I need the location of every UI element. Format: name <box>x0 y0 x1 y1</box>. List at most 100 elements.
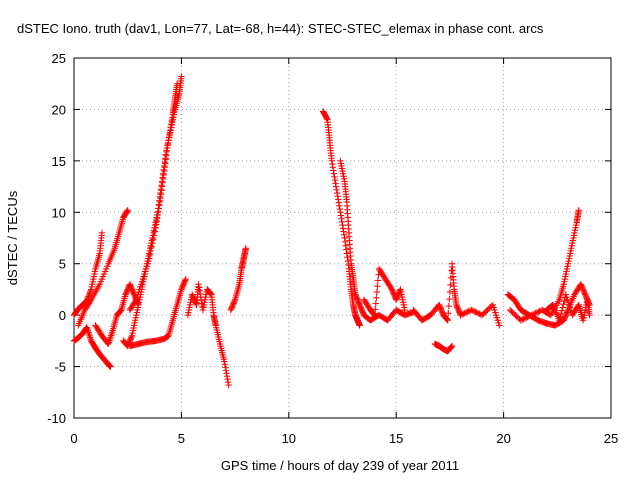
data-point <box>224 378 232 386</box>
data-point <box>162 160 169 167</box>
x-tick-label: 10 <box>282 431 296 446</box>
data-point <box>339 225 347 232</box>
data-point <box>373 294 380 301</box>
data-point <box>457 311 464 319</box>
data-point <box>157 194 164 202</box>
data-series <box>431 340 456 355</box>
data-point <box>556 317 563 324</box>
data-point <box>132 297 139 305</box>
data-point <box>532 310 539 317</box>
data-point <box>332 183 340 190</box>
data-point <box>473 309 480 316</box>
data-point <box>166 130 173 138</box>
data-point <box>158 183 166 190</box>
data-point <box>195 284 203 291</box>
data-point <box>167 124 174 131</box>
data-point <box>123 207 131 215</box>
y-tick-label: 15 <box>52 154 66 169</box>
data-point <box>344 257 352 265</box>
data-point <box>338 215 345 222</box>
data-point <box>535 308 542 316</box>
data-point <box>337 212 345 219</box>
x-tick-label: 25 <box>604 431 618 446</box>
data-point <box>178 73 185 80</box>
data-point <box>108 329 116 336</box>
data-series <box>75 207 131 329</box>
data-point <box>207 290 214 297</box>
data-point <box>148 243 155 251</box>
data-point <box>518 316 526 323</box>
data-series <box>543 291 593 324</box>
data-point <box>150 232 158 239</box>
data-point <box>107 363 114 370</box>
data-point <box>145 255 153 262</box>
data-point <box>524 313 531 321</box>
data-point <box>333 186 340 193</box>
y-tick-label: 25 <box>52 51 66 66</box>
data-point <box>370 311 378 318</box>
data-point <box>162 156 170 163</box>
data-point <box>198 297 205 304</box>
data-point <box>155 205 163 212</box>
data-point <box>517 317 524 324</box>
data-point <box>152 224 159 231</box>
data-point <box>336 202 343 210</box>
data-point <box>443 315 450 323</box>
data-point <box>356 322 363 329</box>
data-point <box>128 333 135 341</box>
y-tick-label: 10 <box>52 205 66 220</box>
data-point <box>146 251 154 258</box>
data-point <box>330 170 338 177</box>
data-point <box>242 245 250 252</box>
data-point <box>344 254 351 261</box>
data-point <box>586 311 593 319</box>
data-point <box>159 175 167 183</box>
data-point <box>154 214 161 222</box>
data-point <box>156 202 163 209</box>
data-point <box>445 302 453 310</box>
data-point <box>161 167 168 175</box>
data-point <box>525 313 533 320</box>
data-point <box>231 297 238 305</box>
data-point <box>159 179 166 186</box>
data-point <box>477 311 484 318</box>
data-point <box>333 189 341 197</box>
x-tick-label: 5 <box>178 431 185 446</box>
data-point <box>224 375 231 383</box>
data-point <box>464 308 471 316</box>
data-point <box>156 198 164 206</box>
data-point <box>564 308 571 315</box>
data-point <box>334 193 341 200</box>
data-point <box>458 311 466 318</box>
y-tick-label: -5 <box>54 360 66 375</box>
data-point <box>444 317 451 324</box>
data-point <box>155 208 162 215</box>
data-point <box>329 164 337 171</box>
data-point <box>447 281 454 289</box>
points-layer <box>70 73 593 389</box>
data-point <box>474 310 482 317</box>
x-tick-label: 20 <box>496 431 510 446</box>
data-point <box>335 199 342 206</box>
data-point <box>108 330 115 338</box>
data-point <box>345 261 352 269</box>
chart-title: dSTEC Iono. truth (dav1, Lon=77, Lat=-68… <box>17 21 544 36</box>
data-point <box>522 314 530 321</box>
data-point <box>196 287 203 294</box>
data-point <box>158 187 165 194</box>
data-point <box>331 173 338 181</box>
plot-frame <box>73 57 612 419</box>
y-tick-label: 20 <box>52 102 66 117</box>
data-series <box>126 80 181 314</box>
data-point <box>470 308 478 315</box>
data-point <box>560 301 567 308</box>
data-point <box>225 381 232 389</box>
data-point <box>342 242 349 249</box>
data-point <box>323 115 331 122</box>
data-point <box>337 209 344 216</box>
data-point <box>124 207 131 214</box>
data-point <box>465 308 472 315</box>
data-point <box>469 307 476 314</box>
data-point <box>336 205 344 213</box>
data-series <box>360 265 408 319</box>
